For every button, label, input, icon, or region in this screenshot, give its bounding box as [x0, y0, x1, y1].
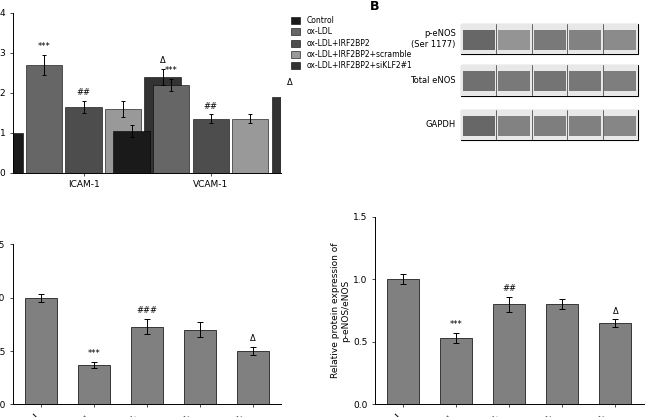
Bar [461, 24, 638, 54]
Bar [144, 76, 181, 173]
Text: ***: *** [88, 349, 101, 357]
Text: ###: ### [136, 306, 158, 315]
Bar [534, 30, 566, 50]
Text: ***: *** [165, 66, 177, 75]
Bar [114, 131, 150, 173]
Bar [604, 30, 636, 50]
Text: Δ: Δ [250, 334, 256, 343]
Bar [26, 65, 62, 173]
Bar [272, 96, 308, 173]
Bar [499, 116, 530, 136]
Bar [232, 118, 268, 173]
Text: B: B [370, 0, 380, 13]
Text: ***: *** [450, 320, 463, 329]
Text: p-eNOS
(Ser 1177): p-eNOS (Ser 1177) [411, 29, 456, 49]
Bar [461, 65, 638, 96]
Bar [463, 116, 495, 136]
Bar [131, 327, 163, 404]
Bar [78, 365, 110, 404]
Text: ##: ## [77, 88, 90, 97]
Bar [569, 30, 601, 50]
Bar [461, 24, 638, 54]
Text: ##: ## [203, 101, 218, 111]
Bar [604, 71, 636, 91]
Text: Δ: Δ [160, 56, 166, 65]
Bar [534, 71, 566, 91]
Text: ***: *** [38, 42, 51, 51]
Bar [192, 118, 229, 173]
Bar [499, 30, 530, 50]
Text: Δ: Δ [287, 78, 292, 87]
Bar [0, 133, 23, 173]
Bar [25, 298, 57, 404]
Bar [463, 71, 495, 91]
Bar [237, 351, 269, 404]
Bar [534, 116, 566, 136]
Y-axis label: Relative protein expression of
p-eNOS/eNOS: Relative protein expression of p-eNOS/eN… [331, 243, 350, 378]
Bar [599, 323, 631, 404]
Bar [463, 30, 495, 50]
Bar [66, 106, 102, 173]
Bar [461, 110, 638, 140]
Bar [569, 116, 601, 136]
Bar [387, 279, 419, 404]
Bar [604, 116, 636, 136]
Bar [547, 304, 578, 404]
Text: Total eNOS: Total eNOS [410, 76, 456, 85]
Bar [499, 71, 530, 91]
Text: GAPDH: GAPDH [426, 121, 456, 129]
Text: ##: ## [502, 284, 516, 293]
Bar [105, 108, 141, 173]
Bar [569, 71, 601, 91]
Legend: Control, ox-LDL, ox-LDL+IRF2BP2, ox-LDL+IRF2BP2+scramble, ox-LDL+IRF2BP2+siKLF2#: Control, ox-LDL, ox-LDL+IRF2BP2, ox-LDL+… [288, 13, 415, 73]
Text: Δ: Δ [612, 306, 618, 316]
Bar [441, 338, 473, 404]
Bar [153, 85, 189, 173]
Bar [184, 330, 216, 404]
Bar [461, 110, 638, 140]
Bar [461, 65, 638, 96]
Bar [493, 304, 525, 404]
